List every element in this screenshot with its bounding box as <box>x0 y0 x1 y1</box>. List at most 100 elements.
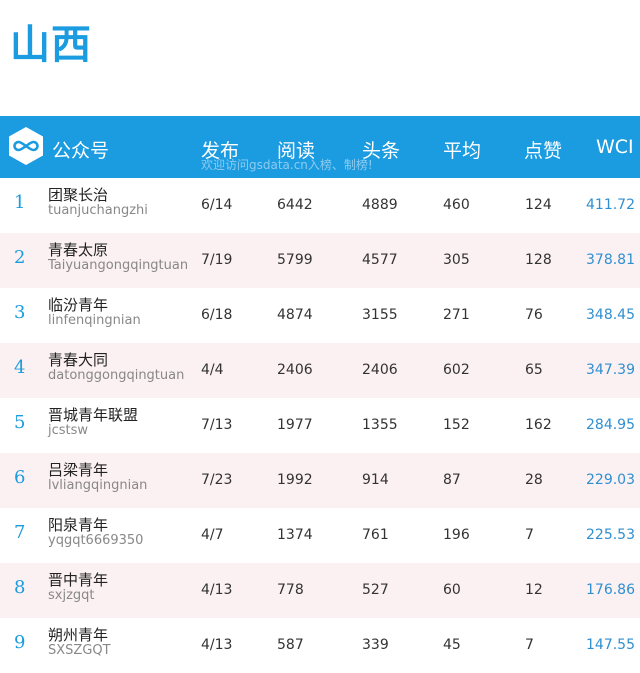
average-count: 602 <box>443 362 470 378</box>
headline-count: 914 <box>362 472 389 488</box>
header-likes: 点赞 <box>524 140 563 162</box>
average-count: 87 <box>443 472 461 488</box>
like-count: 28 <box>525 472 543 488</box>
account-id: Taiyuangongqingtuan <box>48 258 189 273</box>
table-row: 9 朔州青年 SXSZGQT 4/13 587 339 45 7 147.55 <box>0 618 640 673</box>
header-average: 平均 <box>443 140 482 162</box>
headline-count: 4889 <box>362 197 398 213</box>
wci-score: 378.81 <box>586 252 635 268</box>
like-count: 7 <box>525 527 534 543</box>
ranking-table: 1 团聚长治 tuanjuchangzhi 6/14 6442 4889 460… <box>0 178 640 673</box>
publish-count: 7/19 <box>201 252 233 268</box>
infinity-logo-icon <box>6 126 46 166</box>
publish-count: 7/13 <box>201 417 233 433</box>
header-note: 欢迎访问gsdata.cn入榜、制榜! <box>201 158 373 172</box>
read-count: 2406 <box>277 362 313 378</box>
average-count: 460 <box>443 197 470 213</box>
read-count: 5799 <box>277 252 313 268</box>
like-count: 128 <box>525 252 552 268</box>
table-row: 5 晋城青年联盟 jcstsw 7/13 1977 1355 152 162 2… <box>0 398 640 453</box>
wci-score: 347.39 <box>586 362 635 378</box>
table-header: 公众号 发布 阅读 头条 平均 点赞 WCI 欢迎访问gsdata.cn入榜、制… <box>0 116 640 178</box>
average-count: 196 <box>443 527 470 543</box>
like-count: 76 <box>525 307 543 323</box>
rank: 5 <box>14 412 26 433</box>
like-count: 65 <box>525 362 543 378</box>
rank: 6 <box>14 467 26 488</box>
read-count: 587 <box>277 637 304 653</box>
headline-count: 4577 <box>362 252 398 268</box>
wci-score: 225.53 <box>586 527 635 543</box>
table-row: 6 吕梁青年 lvliangqingnian 7/23 1992 914 87 … <box>0 453 640 508</box>
account-name: 临汾青年 <box>48 296 109 314</box>
read-count: 1374 <box>277 527 313 543</box>
wci-score: 229.03 <box>586 472 635 488</box>
account-name: 阳泉青年 <box>48 516 109 534</box>
headline-count: 2406 <box>362 362 398 378</box>
header-wci: WCI <box>596 136 634 158</box>
read-count: 6442 <box>277 197 313 213</box>
account-name: 青春大同 <box>48 351 109 369</box>
table-row: 2 青春太原 Taiyuangongqingtuan 7/19 5799 457… <box>0 233 640 288</box>
headline-count: 3155 <box>362 307 398 323</box>
account-name: 青春太原 <box>48 241 109 259</box>
account-id: sxjzgqt <box>48 588 95 603</box>
average-count: 305 <box>443 252 470 268</box>
read-count: 1992 <box>277 472 313 488</box>
wci-score: 176.86 <box>586 582 635 598</box>
account-id: datonggongqingtuan <box>48 368 185 383</box>
header-headline: 头条 <box>362 140 401 162</box>
account-id: tuanjuchangzhi <box>48 203 148 218</box>
page-title: 山西 <box>10 22 92 68</box>
rank: 8 <box>14 577 26 598</box>
like-count: 7 <box>525 637 534 653</box>
header-account: 公众号 <box>52 140 110 162</box>
account-id: lvliangqingnian <box>48 478 148 493</box>
headline-count: 1355 <box>362 417 398 433</box>
table-row: 8 晋中青年 sxjzgqt 4/13 778 527 60 12 176.86 <box>0 563 640 618</box>
table-row: 4 青春大同 datonggongqingtuan 4/4 2406 2406 … <box>0 343 640 398</box>
account-name: 朔州青年 <box>48 626 109 644</box>
rank: 1 <box>14 192 26 213</box>
headline-count: 339 <box>362 637 389 653</box>
read-count: 4874 <box>277 307 313 323</box>
account-name: 晋中青年 <box>48 571 109 589</box>
account-id: linfenqingnian <box>48 313 141 328</box>
wci-score: 147.55 <box>586 637 635 653</box>
average-count: 152 <box>443 417 470 433</box>
like-count: 162 <box>525 417 552 433</box>
headline-count: 761 <box>362 527 389 543</box>
publish-count: 4/4 <box>201 362 224 378</box>
rank: 7 <box>14 522 26 543</box>
average-count: 60 <box>443 582 461 598</box>
publish-count: 6/18 <box>201 307 233 323</box>
header-publish: 发布 <box>201 140 240 162</box>
rank: 4 <box>14 357 26 378</box>
rank: 2 <box>14 247 26 268</box>
account-name: 吕梁青年 <box>48 461 109 479</box>
table-row: 1 团聚长治 tuanjuchangzhi 6/14 6442 4889 460… <box>0 178 640 233</box>
read-count: 1977 <box>277 417 313 433</box>
read-count: 778 <box>277 582 304 598</box>
account-name: 晋城青年联盟 <box>48 406 139 424</box>
average-count: 271 <box>443 307 470 323</box>
rank: 9 <box>14 632 26 653</box>
table-row: 3 临汾青年 linfenqingnian 6/18 4874 3155 271… <box>0 288 640 343</box>
account-name: 团聚长治 <box>48 186 109 204</box>
publish-count: 4/7 <box>201 527 224 543</box>
publish-count: 6/14 <box>201 197 233 213</box>
account-id: SXSZGQT <box>48 643 111 658</box>
account-id: yqgqt6669350 <box>48 533 144 548</box>
wci-score: 348.45 <box>586 307 635 323</box>
header-reads: 阅读 <box>277 140 316 162</box>
average-count: 45 <box>443 637 461 653</box>
wci-score: 411.72 <box>586 197 635 213</box>
like-count: 124 <box>525 197 552 213</box>
headline-count: 527 <box>362 582 389 598</box>
publish-count: 4/13 <box>201 582 233 598</box>
publish-count: 7/23 <box>201 472 233 488</box>
like-count: 12 <box>525 582 543 598</box>
wci-score: 284.95 <box>586 417 635 433</box>
publish-count: 4/13 <box>201 637 233 653</box>
account-id: jcstsw <box>48 423 89 438</box>
